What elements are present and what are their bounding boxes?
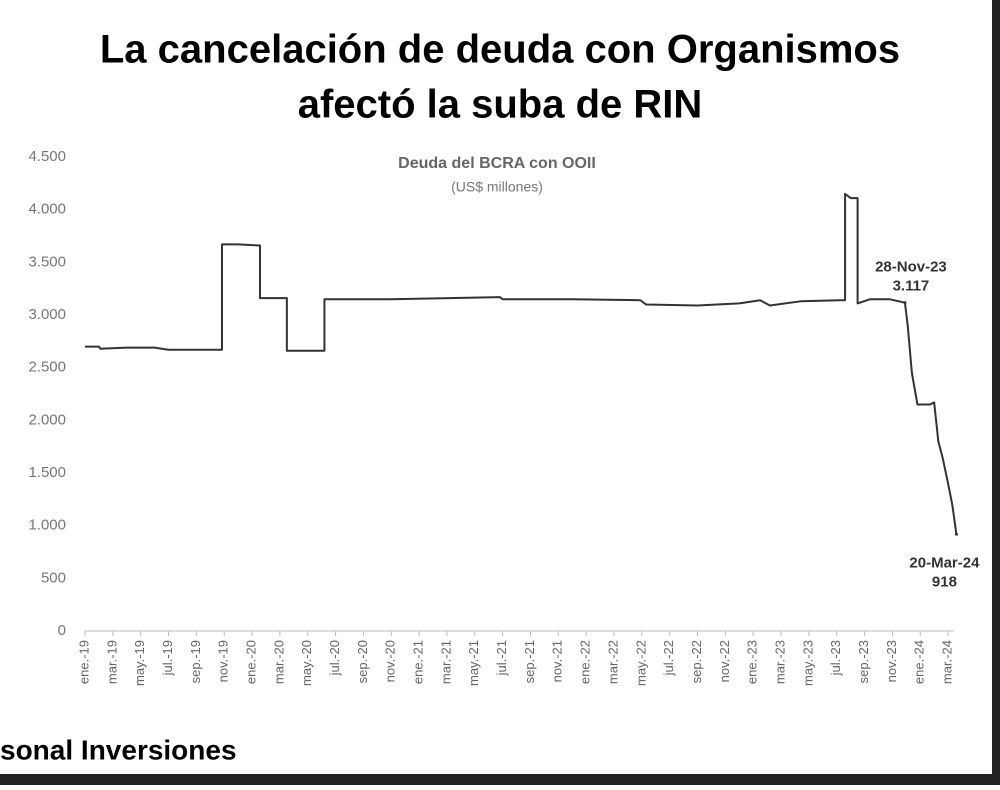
footer: sonal Inversiones	[0, 734, 237, 765]
x-tick-label: ene.-20	[243, 640, 258, 684]
x-tick-label: may.-21	[466, 640, 481, 686]
annotation-point	[903, 301, 907, 305]
y-tick-label: 3.000	[28, 306, 66, 323]
x-tick-label: jul.-22	[661, 640, 676, 676]
x-tick-label: mar.-21	[438, 640, 453, 684]
x-tick-label: mar.-22	[605, 640, 620, 684]
x-tick-label: nov.-19	[216, 640, 231, 682]
x-tick-label: mar.-24	[940, 640, 955, 684]
annotation-label: 28-Nov-23	[875, 259, 947, 276]
x-tick-label: sep.-19	[188, 640, 203, 683]
y-tick-label: 500	[41, 569, 66, 586]
y-tick-label: 4.500	[28, 148, 66, 165]
x-tick-label: jul.-20	[327, 640, 342, 676]
y-tick-label: 2.500	[28, 359, 66, 376]
x-tick-label: sep.-20	[355, 640, 370, 683]
series-line	[85, 192, 958, 535]
chart-title: afectó la suba de RIN	[298, 83, 703, 127]
annotation-point	[954, 532, 958, 536]
y-tick-label: 4.000	[28, 201, 66, 218]
x-tick-label: mar.-20	[271, 640, 286, 684]
x-tick-label: ene.-22	[578, 640, 593, 684]
y-tick-label: 3.500	[28, 253, 66, 270]
frame-edge	[0, 774, 1000, 785]
x-tick-label: sep.-22	[689, 640, 704, 683]
unit-label: (US$ millones)	[451, 179, 543, 195]
x-tick-label: may.-22	[633, 640, 648, 686]
x-tick-label: ene.-24	[912, 640, 927, 684]
x-tick-label: nov.-22	[717, 640, 732, 682]
y-tick-label: 0	[58, 622, 66, 639]
x-tick-label: ene.-21	[411, 640, 426, 684]
y-tick-label: 1.500	[28, 464, 66, 481]
y-tick-label: 2.000	[28, 411, 66, 428]
x-tick-label: ene.-19	[76, 640, 91, 684]
y-tick-label: 1.000	[28, 517, 66, 534]
x-tick-label: nov.-21	[550, 640, 565, 682]
x-tick-label: jul.-21	[494, 640, 509, 676]
chart-subtitle: Deuda del BCRA con OOII	[398, 155, 596, 172]
x-tick-label: may.-23	[800, 640, 815, 686]
x-tick-label: nov.-20	[383, 640, 398, 682]
x-tick-label: may.-19	[132, 640, 147, 686]
frame-edge	[992, 0, 1000, 785]
x-tick-label: may.-20	[299, 640, 314, 686]
annotation-value: 918	[932, 573, 957, 590]
x-tick-label: mar.-23	[772, 640, 787, 684]
x-tick-label: ene.-23	[745, 640, 760, 684]
x-tick-label: sep.-23	[856, 640, 871, 683]
x-tick-label: jul.-19	[160, 640, 175, 676]
chart-title: La cancelación de deuda con Organismos	[100, 28, 900, 72]
x-tick-label: sep.-21	[522, 640, 537, 683]
x-tick-label: nov.-23	[884, 640, 899, 682]
x-tick-label: mar.-19	[104, 640, 119, 684]
annotation-label: 20-Mar-24	[909, 554, 980, 571]
x-tick-label: jul.-23	[828, 640, 843, 676]
annotation-value: 3.117	[893, 278, 930, 295]
